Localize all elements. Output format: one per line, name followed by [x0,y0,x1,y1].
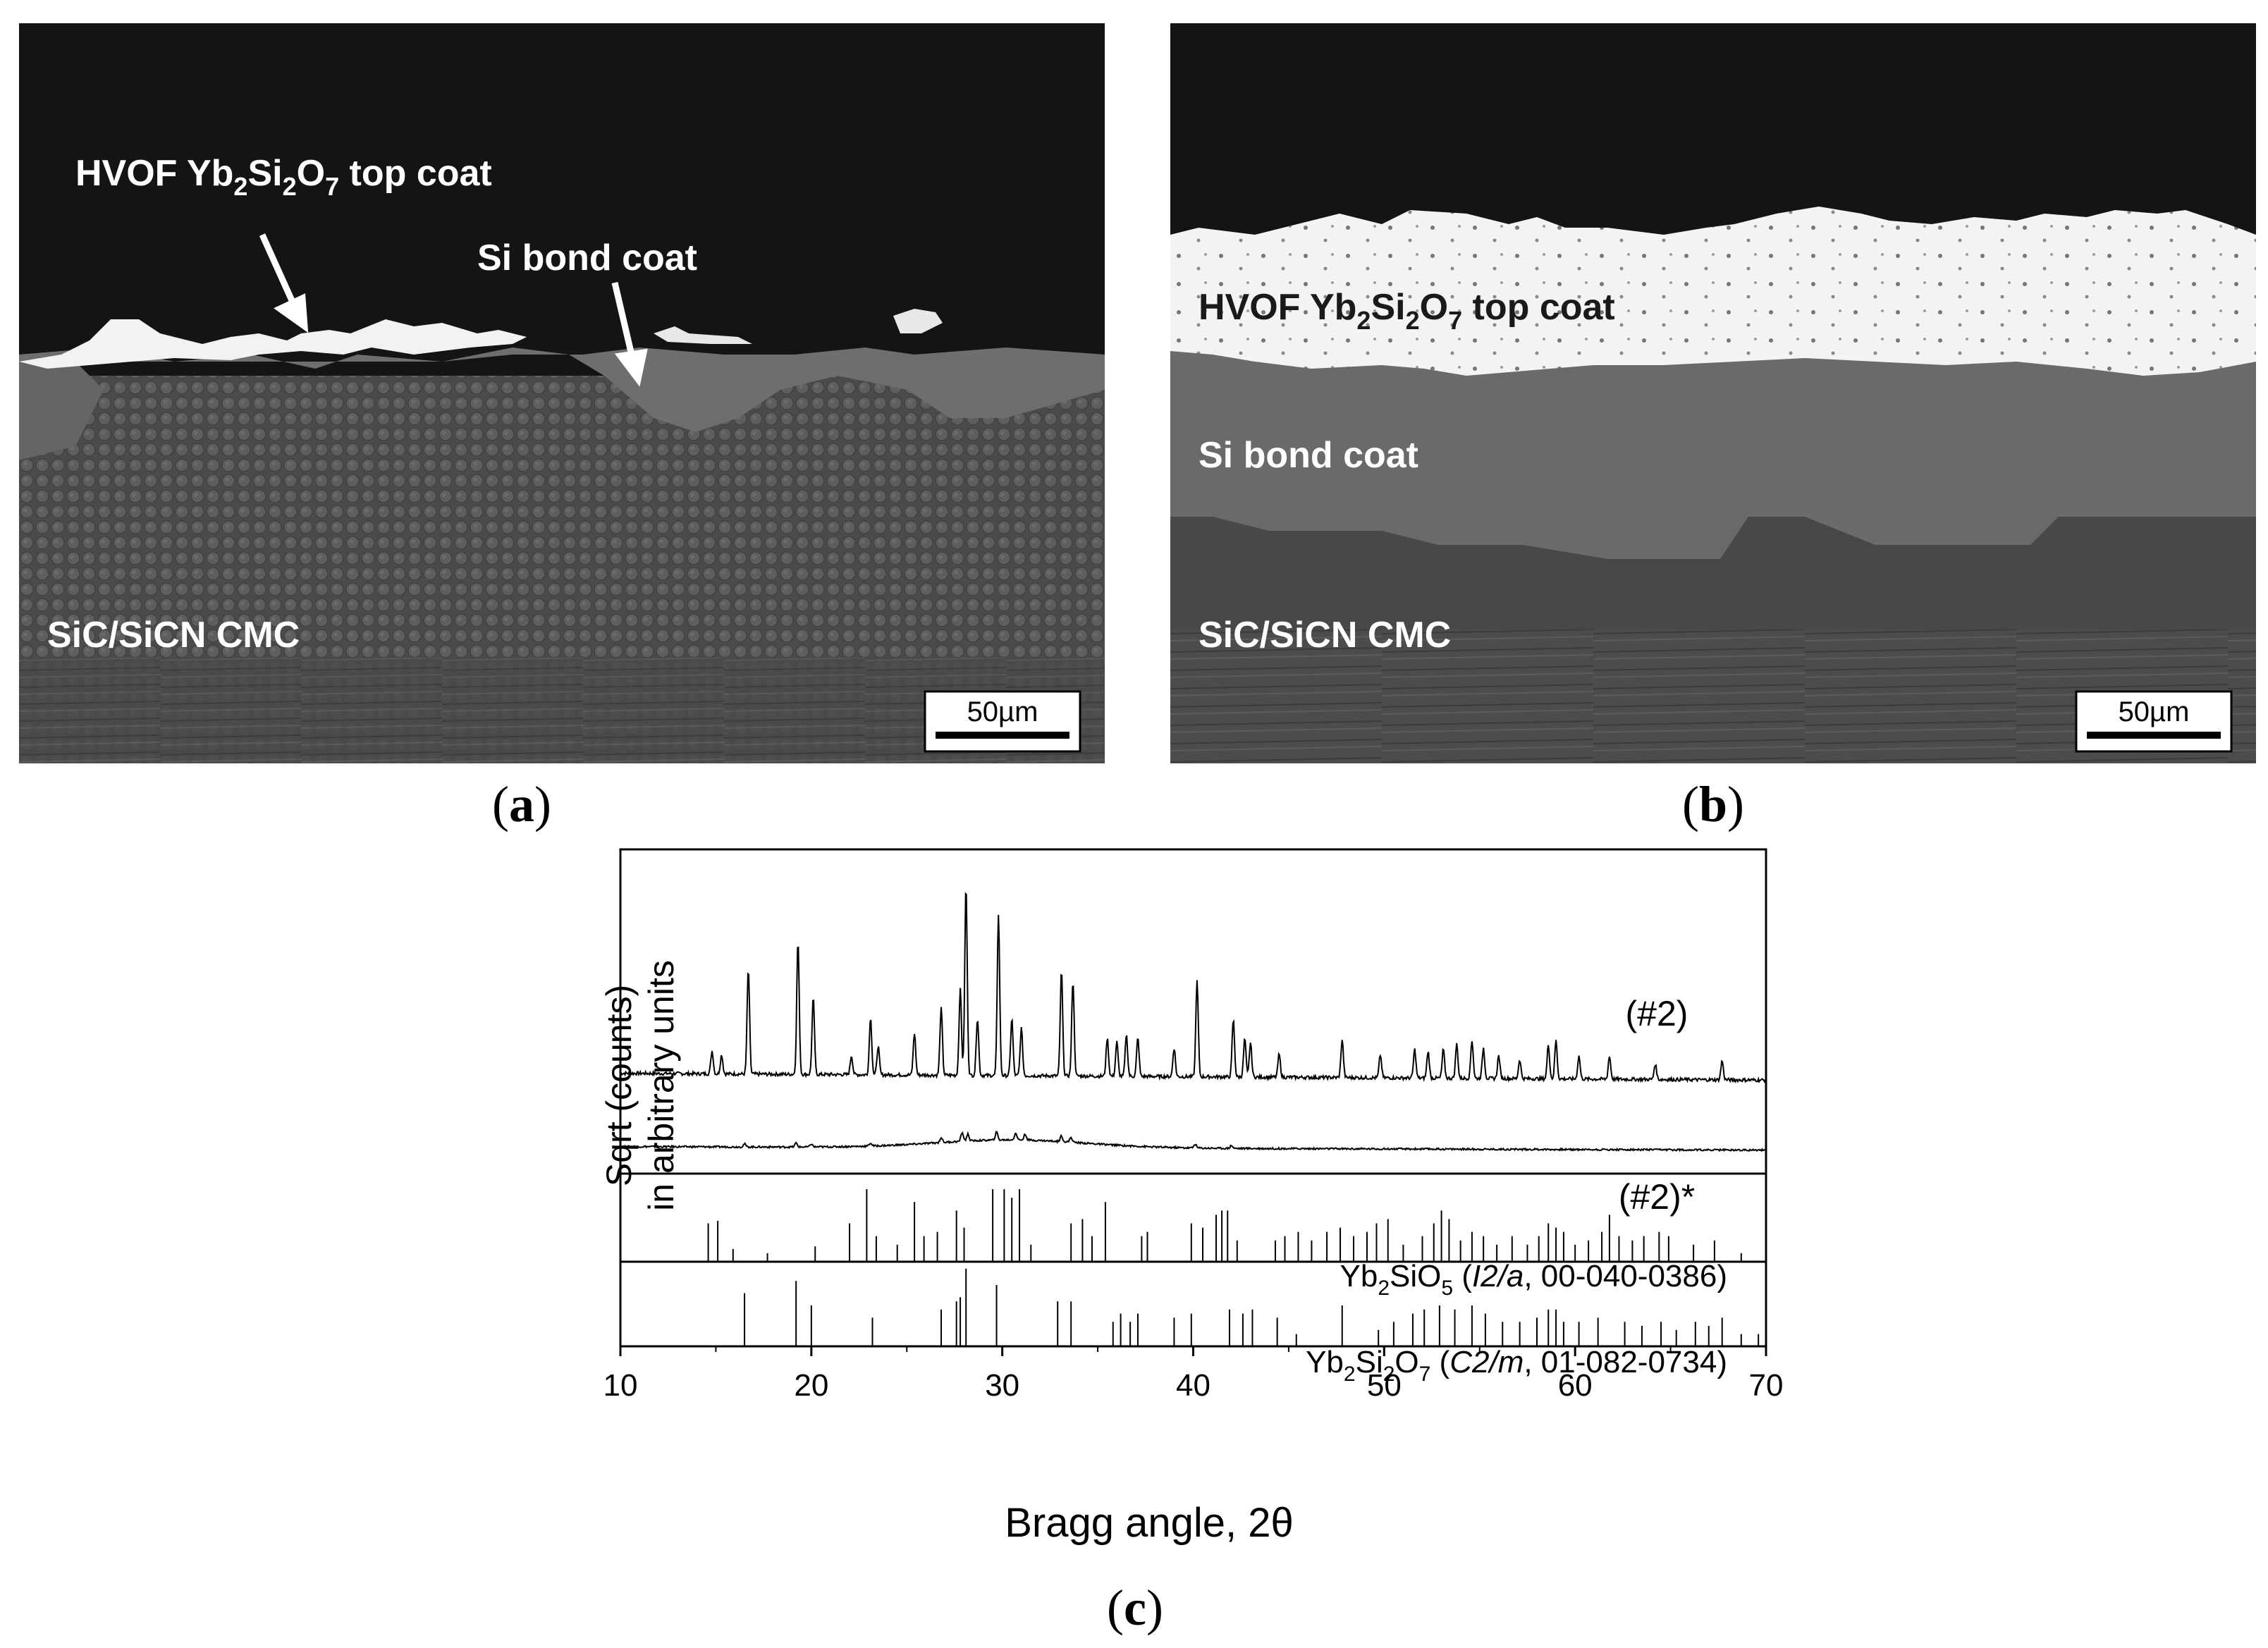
reference-frame-yb2sio5 [619,1172,1767,1263]
xrd-chart: 10 20 30 40 50 60 70 Sqrt (counts) in arbitrar… [550,842,1805,1547]
sem-image-b: HVOF Yb2Si2O7 top coat Si bond coat SiC/… [1170,23,2256,763]
label-topcoat-b: HVOF Yb2Si2O7 top coat [1199,287,1615,335]
x-tick-label: 30 [985,1368,1019,1403]
label-bondcoat-b: Si bond coat [1199,435,1418,476]
scalebar-label-a: 50µm [967,696,1038,727]
reference-label-yb2sio5: Yb2SiO5 (I2/a, 00-040-0386) [1340,1259,1728,1300]
label-substrate-b: SiC/SiCN CMC [1199,615,1451,656]
x-tick-label: 20 [794,1368,828,1403]
series-label-2: (#2) [1626,994,1688,1033]
y-axis-label-line2: in arbitrary units [642,960,681,1211]
series-label-2-star: (#2)* [1619,1177,1695,1217]
label-bondcoat-a: Si bond coat [477,238,697,278]
scalebar-label-b: 50µm [2119,696,2190,727]
arrow-bondcoat-a [611,281,648,387]
reference-label-yb2si2o7: Yb2Si2O7 (C2/m, 01-082-0734) [1306,1345,1727,1386]
caption-c: (c) [1107,1580,1163,1636]
x-tick-label: 10 [603,1368,638,1403]
x-tick-label: 40 [1176,1368,1210,1403]
label-topcoat-a: HVOF Yb2Si2O7 top coat [75,153,492,201]
label-substrate-a: SiC/SiCN CMC [47,615,300,656]
x-tick-label: 50 [1367,1368,1402,1403]
caption-a: (a) [492,776,551,832]
x-tick-label: 70 [1749,1368,1784,1403]
scalebar-b: 50µm [2075,690,2233,753]
sem-image-a-graphic: HVOF Yb2Si2O7 top coat Si bond coat SiC/… [19,23,1105,763]
scalebar-a: 50µm [924,690,1081,753]
arrow-topcoat-a [259,233,309,333]
xrd-chart-svg: 10 20 30 40 50 60 70 Sqrt (counts) in arbitrar… [599,848,1784,1546]
x-tick-label: 60 [1558,1368,1593,1403]
y-axis-label-line1: Sqrt (counts) [599,985,639,1186]
sem-image-b-graphic: HVOF Yb2Si2O7 top coat Si bond coat SiC/… [1170,23,2256,763]
series-line-0 [620,892,1767,1083]
plot-frame [619,848,1767,1175]
caption-b: (b) [1681,776,1744,832]
x-axis-label: Bragg angle, 2θ [1005,1500,1294,1546]
sem-image-a: HVOF Yb2Si2O7 top coat Si bond coat SiC/… [19,23,1105,763]
series-line-1 [620,1131,1767,1152]
